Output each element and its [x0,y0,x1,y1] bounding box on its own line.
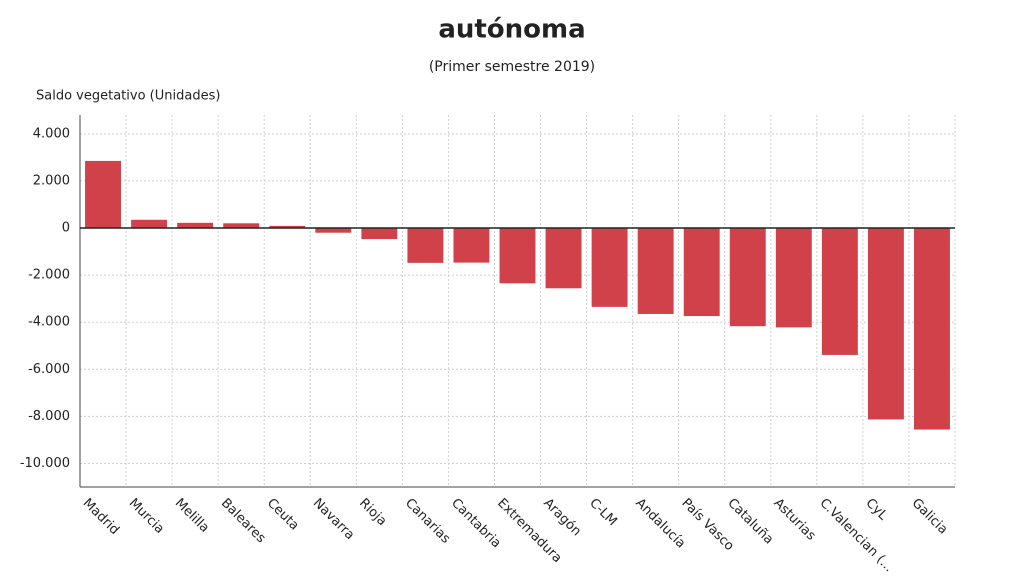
bar [131,219,168,229]
bar [637,228,674,314]
bar [775,228,812,328]
x-tick-label: Murcia [126,496,167,537]
bar [269,225,306,229]
bar [867,228,904,420]
y-tick-label: -4.000 [28,315,70,330]
y-tick-label: -10.000 [20,456,70,471]
y-tick-label: -6.000 [28,362,70,377]
x-tick-label: CyL [863,496,891,524]
x-tick-label: Baleares [218,496,269,547]
x-tick-label: Ceuta [264,496,302,534]
chart-subtitle: (Primer semestre 2019) [429,59,595,75]
y-tick-label: 2.000 [33,173,70,188]
x-tick-label: Canarias [402,496,453,547]
y-tick-label: 4.000 [33,126,70,141]
x-tick-label: Rioja [356,496,389,529]
y-tick-label: -2.000 [28,268,70,283]
x-tick-label: Madrid [80,496,122,538]
bar [361,228,398,240]
bar [821,228,858,355]
bar [683,228,720,317]
x-tick-label: Melilla [172,496,212,536]
x-tick-label: Galicia [909,496,951,538]
bar [914,228,950,430]
bar [729,228,766,327]
x-tick-label: Asturias [771,496,819,544]
chart-title: autónoma [438,15,585,45]
bar [545,228,582,289]
y-axis-label: Saldo vegetativo (Unidades) [36,89,220,104]
bar [315,228,352,233]
bar [223,223,260,229]
x-tick-label: C-LM [586,496,619,529]
bar [85,160,121,229]
bar [407,228,444,263]
bar [453,228,490,263]
y-tick-label: -8.000 [28,409,70,424]
y-tick-label: 0 [62,221,70,236]
x-tick-label: Aragón [540,496,584,540]
bar [591,228,628,307]
bar [177,222,214,229]
bar [499,228,536,284]
x-tick-label: Navarra [310,496,357,543]
